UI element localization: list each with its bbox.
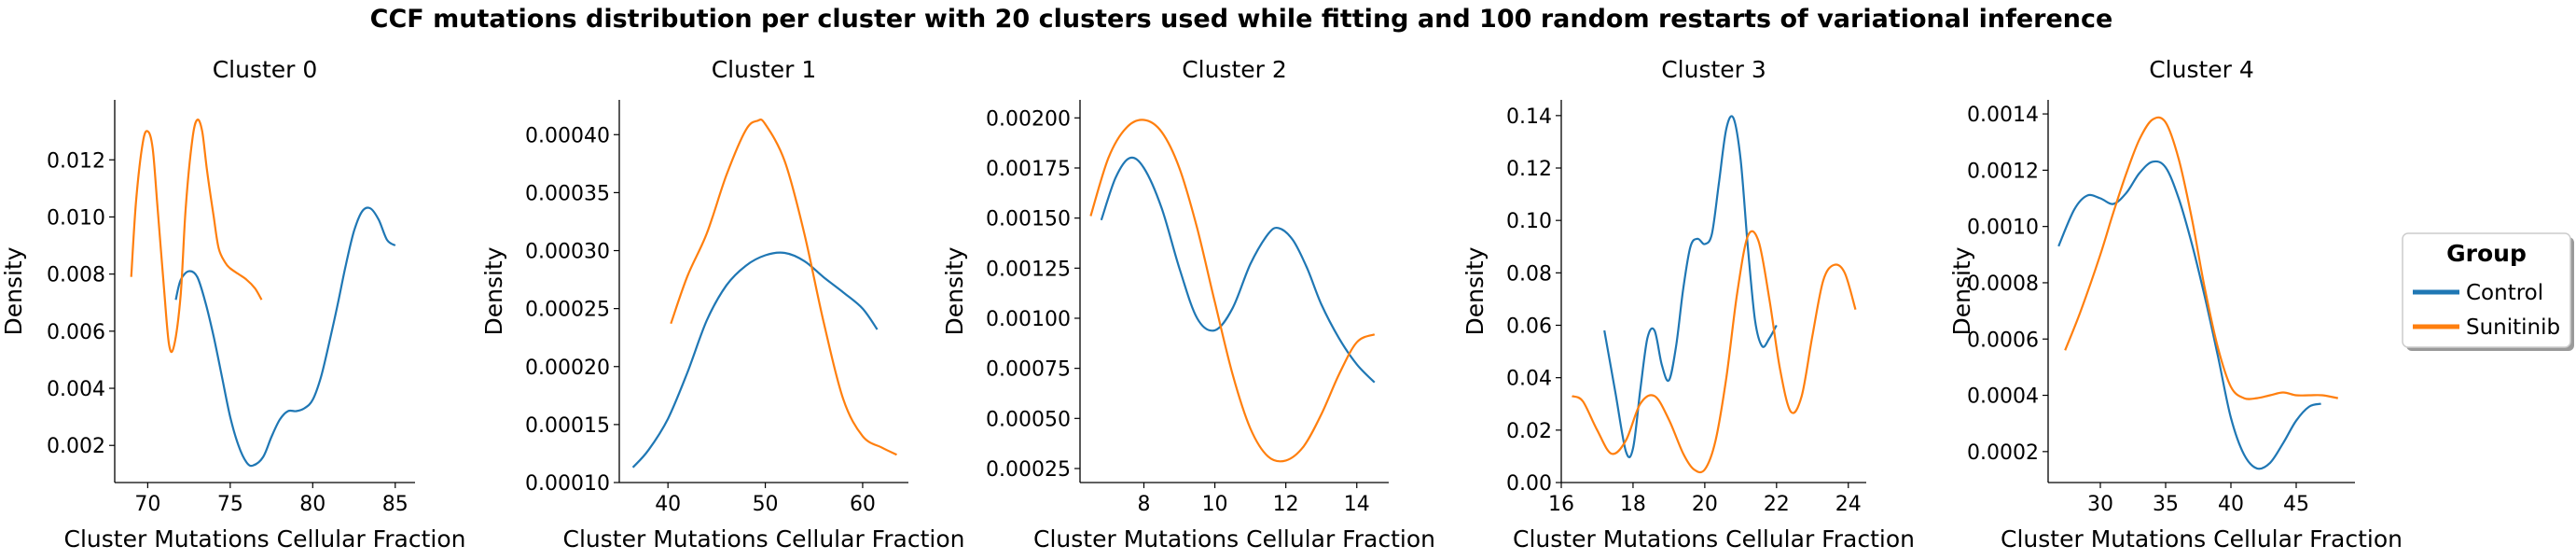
x-tick-label: 30: [2087, 493, 2113, 516]
subplot-title: Cluster 0: [213, 56, 318, 83]
series-line-sunitinib: [1089, 119, 1376, 463]
x-tick-label: 45: [2283, 493, 2309, 516]
x-tick-label: 16: [1548, 493, 1574, 516]
y-tick-label: 0.02: [1506, 420, 1552, 443]
x-tick-label: 10: [1202, 493, 1228, 516]
x-tick-label: 60: [850, 493, 876, 516]
legend-title: Group: [2446, 240, 2527, 267]
y-axis-label: Density: [941, 246, 968, 335]
y-tick-label: 0.00020: [525, 357, 610, 380]
legend-label-sunitinib: Sunitinib: [2466, 315, 2560, 340]
y-tick-label: 0.0006: [1967, 329, 2039, 352]
y-tick-label: 0.00035: [525, 182, 610, 205]
series-line-control: [1603, 115, 1778, 458]
y-tick-label: 0.0008: [1967, 273, 2039, 296]
series-line-sunitinib: [2064, 116, 2339, 400]
subplot-cluster-4: Cluster 4 30 35 40 45 0.0002 0.0004 0.0006 0.000…: [1948, 56, 2403, 553]
y-tick-label: 0.00100: [986, 308, 1071, 331]
y-axis-label: Density: [0, 246, 27, 335]
x-tick-label: 35: [2153, 493, 2179, 516]
x-axis-label: Cluster Mutations Cellular Fraction: [64, 525, 466, 553]
y-tick-label: 0.06: [1506, 315, 1552, 339]
y-tick-label: 0.00200: [986, 107, 1071, 131]
y-tick-label: 0.0004: [1967, 385, 2039, 409]
y-tick-label: 0.14: [1506, 105, 1552, 129]
y-tick-label: 0.00150: [986, 208, 1071, 231]
y-tick-label: 0.006: [47, 321, 105, 344]
legend-label-control: Control: [2466, 281, 2543, 305]
x-axis-label: Cluster Mutations Cellular Fraction: [563, 525, 965, 553]
x-tick-label: 22: [1764, 493, 1790, 516]
y-tick-label: 0.00: [1506, 472, 1552, 496]
y-tick-label: 0.00125: [986, 258, 1071, 281]
y-tick-label: 0.00015: [525, 414, 610, 438]
y-tick-label: 0.00040: [525, 124, 610, 147]
subplot-cluster-3: Cluster 3 16 18 20 22 24 0.00 0.02 0.04 0.06 0.08 0…: [1461, 56, 1915, 553]
y-tick-label: 0.08: [1506, 262, 1552, 286]
y-axis-label: Density: [1461, 246, 1489, 335]
figure-title: CCF mutations distribution per cluster w…: [370, 5, 2113, 34]
x-tick-label: 40: [2218, 493, 2244, 516]
y-tick-label: 0.0010: [1967, 217, 2039, 240]
y-tick-label: 0.00025: [986, 458, 1071, 482]
y-axis-label: Density: [1948, 246, 1975, 335]
legend-box: [2402, 232, 2571, 348]
y-tick-label: 0.00175: [986, 158, 1071, 181]
x-tick-label: 40: [655, 493, 681, 516]
y-tick-label: 0.00050: [986, 408, 1071, 431]
x-tick-label: 14: [1344, 493, 1370, 516]
subplot-cluster-0: Cluster 0 70 75 80 85 0.002 0.004 0.006 0.008 0.0…: [0, 56, 465, 553]
x-tick-label: 85: [382, 493, 409, 516]
subplot-title: Cluster 4: [2149, 56, 2254, 83]
x-tick-label: 24: [1835, 493, 1862, 516]
y-tick-label: 0.008: [47, 264, 105, 287]
y-tick-label: 0.10: [1506, 210, 1552, 233]
x-tick-label: 20: [1692, 493, 1718, 516]
y-tick-label: 0.0012: [1967, 160, 2039, 183]
series-line-control: [174, 206, 396, 468]
x-tick-label: 12: [1273, 493, 1299, 516]
x-axis-label: Cluster Mutations Cellular Fraction: [1033, 525, 1435, 553]
y-tick-label: 0.004: [47, 378, 105, 401]
legend: Group Control Sunitinib: [2402, 232, 2574, 351]
x-tick-label: 50: [753, 493, 779, 516]
y-tick-label: 0.00025: [525, 299, 610, 322]
subplot-title: Cluster 2: [1182, 56, 1287, 83]
y-tick-label: 0.012: [47, 149, 105, 173]
subplot-title: Cluster 3: [1661, 56, 1766, 83]
x-tick-label: 18: [1620, 493, 1646, 516]
series-line-sunitinib: [670, 119, 897, 456]
y-tick-label: 0.00030: [525, 241, 610, 264]
y-tick-label: 0.0014: [1967, 104, 2039, 127]
x-tick-label: 75: [217, 493, 243, 516]
y-tick-label: 0.00075: [986, 358, 1071, 382]
y-tick-label: 0.04: [1506, 368, 1552, 391]
series-line-sunitinib: [130, 119, 263, 354]
y-tick-label: 0.0002: [1967, 441, 2039, 465]
series-line-control: [631, 251, 879, 469]
x-axis-label: Cluster Mutations Cellular Fraction: [1513, 525, 1915, 553]
subplot-cluster-2: Cluster 2 8 10 12 14 0.00025 0.00050 0.00075 0.0…: [941, 56, 1435, 553]
subplot-title: Cluster 1: [712, 56, 817, 83]
y-tick-label: 0.010: [47, 206, 105, 230]
x-tick-label: 80: [299, 493, 325, 516]
subplots: Cluster 070 75 80 850.0020.0040.0060.0080.0…: [0, 56, 2403, 553]
series-line-control: [1100, 156, 1376, 384]
y-tick-label: 0.12: [1506, 158, 1552, 181]
series-line-sunitinib: [1572, 230, 1857, 474]
y-tick-label: 0.002: [47, 435, 105, 458]
y-axis-label: Density: [480, 246, 507, 335]
series-line-control: [2057, 160, 2321, 470]
x-axis-label: Cluster Mutations Cellular Fraction: [2001, 525, 2403, 553]
subplot-cluster-1: Cluster 1 40 50 60 0.00010 0.00015 0.00020 0.00…: [480, 56, 964, 553]
x-tick-label: 70: [134, 493, 160, 516]
x-tick-label: 8: [1137, 493, 1150, 516]
y-tick-label: 0.00010: [525, 472, 610, 496]
